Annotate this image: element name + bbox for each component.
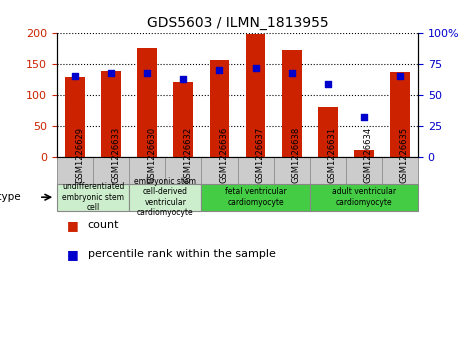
Text: GSM1226633: GSM1226633 [111, 127, 120, 183]
Text: GSM1226636: GSM1226636 [219, 127, 228, 183]
Text: ■: ■ [66, 248, 78, 261]
Bar [246, 34, 266, 157]
Point [71, 73, 79, 79]
Bar [201, 157, 238, 184]
Bar [101, 71, 121, 157]
Text: GSM1226630: GSM1226630 [147, 127, 156, 183]
Point [360, 114, 368, 120]
Text: cell type: cell type [0, 192, 21, 202]
Bar [129, 157, 165, 184]
Point [396, 73, 404, 79]
Text: percentile rank within the sample: percentile rank within the sample [88, 249, 276, 259]
Text: undifferentiated
embryonic stem
cell: undifferentiated embryonic stem cell [62, 182, 124, 212]
Text: GSM1226632: GSM1226632 [183, 127, 192, 183]
Text: GSM1226638: GSM1226638 [292, 127, 301, 183]
Text: GSM1226637: GSM1226637 [256, 127, 265, 183]
Point [143, 70, 151, 76]
Bar [137, 48, 157, 157]
Text: adult ventricular
cardiomyocyte: adult ventricular cardiomyocyte [332, 188, 396, 207]
Bar [346, 157, 382, 184]
Bar [354, 150, 374, 157]
Text: GSM1226629: GSM1226629 [75, 127, 84, 183]
Text: GSM1226634: GSM1226634 [364, 127, 373, 183]
Bar [93, 157, 129, 184]
Bar [57, 184, 129, 211]
Bar [57, 157, 93, 184]
Text: embryonic stem
cell-derived
ventricular
cardiomyocyte: embryonic stem cell-derived ventricular … [134, 177, 196, 217]
Point [107, 70, 115, 76]
Point [324, 81, 332, 87]
Text: count: count [88, 220, 119, 230]
Point [216, 67, 223, 73]
Bar [274, 157, 310, 184]
Bar [57, 157, 418, 184]
Bar [129, 184, 201, 211]
Point [288, 70, 295, 76]
Bar [165, 157, 201, 184]
Bar [282, 50, 302, 157]
Text: ■: ■ [66, 219, 78, 232]
Text: GSM1226631: GSM1226631 [328, 127, 337, 183]
Bar [173, 82, 193, 157]
Text: fetal ventricular
cardiomyocyte: fetal ventricular cardiomyocyte [225, 188, 286, 207]
Bar [65, 77, 85, 157]
Bar [310, 184, 418, 211]
Bar [382, 157, 418, 184]
Text: GSM1226635: GSM1226635 [400, 127, 409, 183]
Bar [209, 60, 229, 157]
Point [180, 76, 187, 82]
Bar [201, 184, 310, 211]
Bar [310, 157, 346, 184]
Bar [318, 107, 338, 157]
Bar [238, 157, 274, 184]
Title: GDS5603 / ILMN_1813955: GDS5603 / ILMN_1813955 [147, 16, 328, 30]
Point [252, 65, 259, 70]
Bar [390, 72, 410, 157]
